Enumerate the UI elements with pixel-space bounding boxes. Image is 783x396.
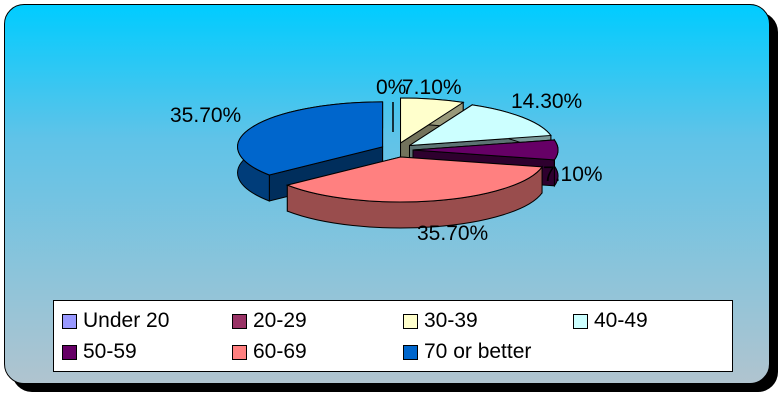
legend-swatch bbox=[403, 313, 418, 329]
legend-label: 40-49 bbox=[594, 309, 648, 332]
data-label-under-20: 0% bbox=[376, 76, 406, 99]
legend-swatch bbox=[232, 344, 247, 360]
legend-item-20-29: 20-29 bbox=[232, 308, 307, 334]
legend-item-30-39: 30-39 bbox=[403, 308, 478, 334]
legend-swatch bbox=[573, 313, 588, 329]
legend-label: 30-39 bbox=[424, 309, 478, 332]
data-label-30-39: 7.10% bbox=[402, 76, 462, 99]
legend-label: 50-59 bbox=[83, 340, 137, 363]
data-label-60-69: 35.70% bbox=[417, 222, 488, 245]
slice-70-or-better bbox=[237, 101, 384, 176]
data-label-50-59: 7.10% bbox=[543, 163, 603, 186]
legend-label: 60-69 bbox=[253, 340, 307, 363]
slice-50-59 bbox=[412, 139, 559, 161]
legend-label: 70 or better bbox=[424, 340, 532, 363]
legend-item-under-20: Under 20 bbox=[62, 308, 169, 334]
slice-30-39 bbox=[400, 97, 465, 144]
legend-item-60-69: 60-69 bbox=[232, 339, 307, 365]
pie-tops bbox=[237, 97, 559, 203]
legend-item-70-or-better: 70 or better bbox=[403, 339, 531, 365]
legend-item-40-49: 40-49 bbox=[573, 308, 648, 334]
legend: Under 20 20-29 30-39 40-49 50-59 60-69 7… bbox=[53, 300, 733, 372]
legend-swatch bbox=[62, 313, 77, 329]
legend-swatch bbox=[403, 344, 418, 360]
legend-swatch bbox=[62, 344, 77, 360]
data-label-40-49: 14.30% bbox=[511, 90, 582, 113]
data-label-70-or-better: 35.70% bbox=[170, 104, 241, 127]
slice-40-49 bbox=[409, 104, 552, 147]
legend-item-50-59: 50-59 bbox=[62, 339, 137, 365]
legend-swatch bbox=[232, 313, 247, 329]
pie-labels: 0%7.10%14.30%7.10%35.70%35.70% bbox=[170, 76, 603, 245]
legend-label: Under 20 bbox=[83, 309, 170, 332]
legend-label: 20-29 bbox=[253, 309, 307, 332]
slice-60-69 bbox=[285, 156, 543, 203]
